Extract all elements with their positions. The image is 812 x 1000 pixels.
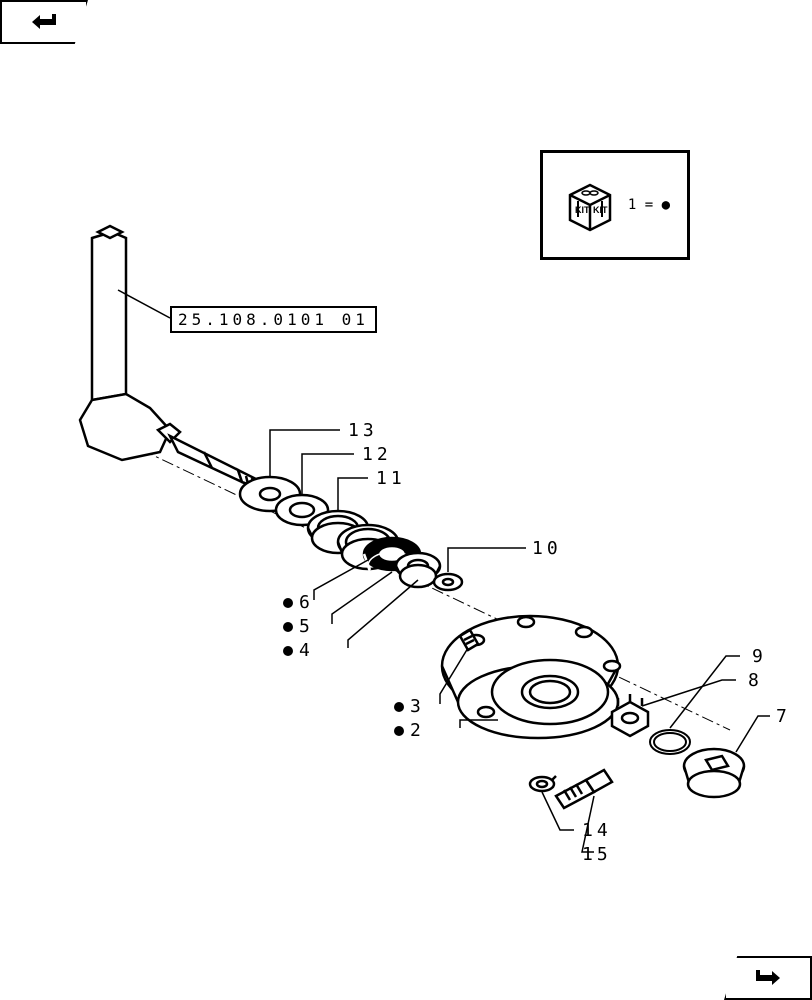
bullet-icon (394, 726, 404, 736)
bullet-icon (283, 598, 293, 608)
callout-10: 10 (532, 538, 562, 559)
part-7 (684, 749, 744, 797)
callout-6: 6 (283, 592, 314, 613)
part-10 (434, 574, 462, 590)
callout-13: 13 (348, 420, 378, 441)
part-15 (556, 770, 612, 808)
callout-2: 2 (394, 720, 425, 741)
callout-5: 5 (283, 616, 314, 637)
part-spindle (80, 226, 260, 488)
exploded-diagram (0, 0, 812, 1000)
part-8 (612, 694, 648, 736)
bullet-icon (283, 622, 293, 632)
callout-3: 3 (394, 696, 425, 717)
callout-4: 4 (283, 640, 314, 661)
callout-9: 9 (752, 646, 767, 667)
callout-7: 7 (776, 706, 791, 727)
callout-12: 12 (362, 444, 392, 465)
bullet-icon (394, 702, 404, 712)
bullet-icon (283, 646, 293, 656)
callout-14: 14 (582, 820, 612, 841)
part-14 (530, 776, 556, 791)
callout-8: 8 (748, 670, 763, 691)
callout-15: 15 (582, 844, 612, 865)
callout-11: 11 (376, 468, 406, 489)
part-9 (650, 730, 690, 754)
